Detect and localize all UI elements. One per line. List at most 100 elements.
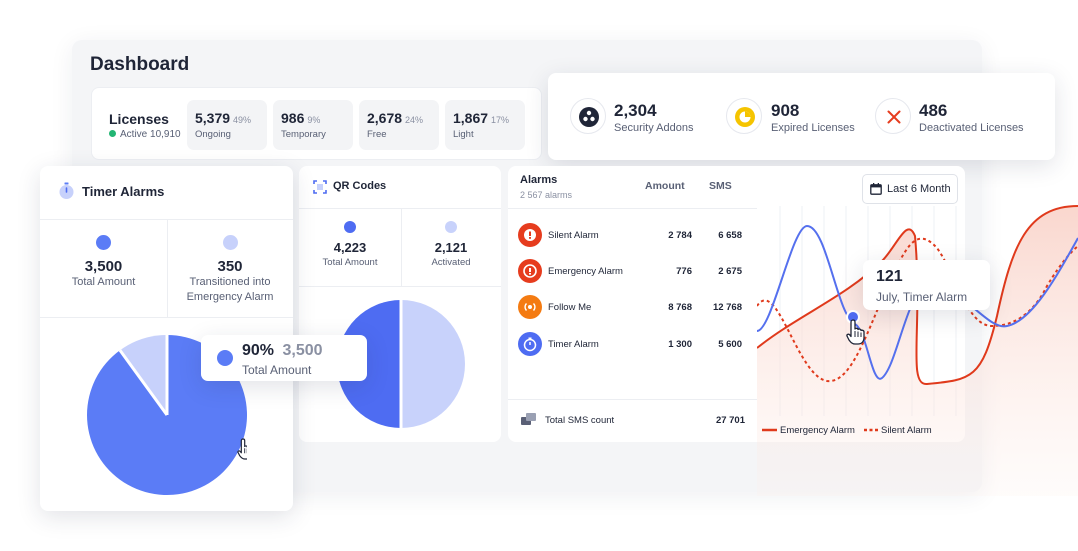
hand-cursor-icon bbox=[237, 438, 247, 460]
pie-slice-activated bbox=[401, 300, 465, 428]
alarm-amount: 8 768 bbox=[668, 302, 692, 313]
page-title: Dashboard bbox=[90, 54, 190, 75]
license-free[interactable]: 2,678 24% Free bbox=[359, 100, 439, 150]
total-dot-icon bbox=[96, 235, 111, 250]
chart-tooltip: 121 July, Timer Alarm bbox=[863, 260, 990, 310]
license-value: 2,678 bbox=[367, 110, 403, 126]
column-header-amount: Amount bbox=[645, 180, 685, 192]
stopwatch-icon bbox=[59, 182, 74, 199]
timer-total-stat: 3,500 Total Amount bbox=[40, 235, 167, 290]
alarm-amount: 1 300 bbox=[668, 339, 692, 350]
license-ongoing[interactable]: 5,379 49% Ongoing bbox=[187, 100, 267, 150]
license-percent: 17% bbox=[491, 115, 510, 125]
licenses-active-label: Active 10,910 bbox=[120, 129, 181, 140]
expired-licenses-label: Expired Licenses bbox=[771, 122, 855, 134]
divider bbox=[508, 399, 757, 400]
sms-icon bbox=[521, 413, 536, 425]
tooltip-value: 3,500 bbox=[282, 342, 323, 359]
license-percent: 24% bbox=[405, 115, 424, 125]
divider bbox=[167, 219, 168, 317]
divider bbox=[299, 208, 501, 209]
license-percent: 9% bbox=[307, 115, 321, 125]
legend-emergency-label: Emergency Alarm bbox=[780, 425, 855, 436]
tooltip-dot-icon bbox=[217, 350, 233, 366]
alarm-amount: 776 bbox=[676, 266, 692, 277]
qr-code-icon bbox=[313, 180, 327, 194]
hand-cursor-icon bbox=[846, 319, 865, 345]
calendar-icon bbox=[870, 183, 882, 195]
tooltip-percent: 90% bbox=[242, 342, 275, 359]
license-temporary[interactable]: 986 9% Temporary bbox=[273, 100, 353, 150]
license-stats-card: 2,304 Security Addons 908 Expired Licens… bbox=[548, 73, 1055, 160]
emergency-alarm-line bbox=[757, 205, 1078, 386]
qr-total-stat: 4,223 Total Amount bbox=[299, 220, 401, 270]
transitioned-dot-icon bbox=[222, 235, 238, 250]
license-light[interactable]: 1,867 17% Light bbox=[445, 100, 525, 150]
qr-codes-card: QR Codes 4,223 Total Amount 2,121 Activa… bbox=[299, 166, 501, 442]
alarms-subtitle: 2 567 alarms bbox=[520, 190, 573, 200]
legend-silent-label: Silent Alarm bbox=[881, 425, 932, 436]
security-addons-label: Security Addons bbox=[614, 122, 694, 134]
license-label: Ongoing bbox=[195, 129, 231, 140]
active-dot-icon bbox=[109, 130, 116, 137]
alarm-sms: 5 600 bbox=[718, 339, 742, 350]
alert-icon bbox=[518, 223, 542, 247]
alarms-title: Alarms bbox=[520, 174, 558, 186]
timer-transitioned-label-2: Emergency Alarm bbox=[186, 291, 274, 303]
emergency-icon bbox=[518, 259, 542, 283]
total-sms-label: Total SMS count bbox=[545, 415, 615, 426]
total-dot-icon bbox=[344, 221, 356, 233]
license-percent: 49% bbox=[233, 115, 252, 125]
tooltip-value: 121 bbox=[876, 268, 903, 285]
timer-transitioned-value: 350 bbox=[217, 258, 243, 275]
deactivated-licenses-label: Deactivated Licenses bbox=[919, 122, 1024, 134]
pie-slice-transitioned bbox=[119, 335, 167, 415]
alarm-line-chart[interactable]: Emergency Alarm Silent Alarm bbox=[757, 166, 1078, 496]
alarm-name: Emergency Alarm bbox=[548, 266, 623, 277]
date-filter-label: Last 6 Month bbox=[887, 183, 951, 195]
expired-licenses-value: 908 bbox=[771, 101, 800, 120]
alarm-amount: 2 784 bbox=[668, 230, 692, 241]
qr-total-value: 4,223 bbox=[333, 240, 367, 255]
pie-slice-remaining bbox=[337, 300, 401, 428]
alarm-name: Timer Alarm bbox=[548, 339, 599, 350]
timer-total-label: Total Amount bbox=[71, 276, 136, 288]
timer-alarms-title: Timer Alarms bbox=[82, 184, 165, 199]
table-row[interactable]: Timer Alarm 1 300 5 600 bbox=[518, 332, 748, 358]
table-row[interactable]: Silent Alarm 2 784 6 658 bbox=[518, 223, 748, 249]
qr-pie-chart[interactable] bbox=[337, 300, 465, 428]
broadcast-icon bbox=[518, 295, 542, 319]
alarm-sms: 2 675 bbox=[718, 266, 742, 277]
date-range-filter[interactable]: Last 6 Month bbox=[862, 174, 958, 204]
security-addons-value: 2,304 bbox=[614, 101, 657, 120]
license-label: Free bbox=[367, 129, 387, 140]
close-icon bbox=[875, 98, 911, 134]
table-row[interactable]: Emergency Alarm 776 2 675 bbox=[518, 259, 748, 285]
qr-codes-title: QR Codes bbox=[333, 180, 387, 192]
column-header-sms: SMS bbox=[709, 180, 732, 192]
tooltip-label: July, Timer Alarm bbox=[876, 290, 968, 304]
qr-activated-label: Activated bbox=[431, 257, 471, 268]
license-value: 1,867 bbox=[453, 110, 489, 126]
deactivated-licenses-value: 486 bbox=[919, 101, 948, 120]
silent-alarm-line bbox=[757, 237, 1078, 383]
chart-legend: Emergency Alarm Silent Alarm bbox=[762, 425, 932, 436]
divider bbox=[508, 208, 757, 209]
expired-license-icon bbox=[726, 98, 762, 134]
timer-transitioned-stat: 350 Transitioned into Emergency Alarm bbox=[167, 235, 293, 305]
emergency-alarm-area bbox=[757, 206, 1078, 496]
activated-dot-icon bbox=[445, 221, 457, 233]
licenses-card: Licenses Active 10,910 5,379 49% Ongoing … bbox=[91, 87, 542, 160]
qr-activated-stat: 2,121 Activated bbox=[401, 220, 501, 270]
licenses-active: Active 10,910 bbox=[109, 129, 181, 140]
total-sms-value: 27 701 bbox=[715, 415, 745, 426]
security-addon-icon bbox=[570, 98, 606, 134]
alarm-sms: 12 768 bbox=[712, 302, 742, 313]
divider bbox=[40, 219, 293, 220]
divider bbox=[401, 208, 402, 286]
table-row[interactable]: Follow Me 8 768 12 768 bbox=[518, 295, 748, 321]
stopwatch-icon bbox=[518, 332, 542, 356]
license-label: Temporary bbox=[281, 129, 326, 140]
divider bbox=[299, 286, 501, 287]
pie-tooltip: 90% 3,500 Total Amount bbox=[201, 335, 367, 381]
